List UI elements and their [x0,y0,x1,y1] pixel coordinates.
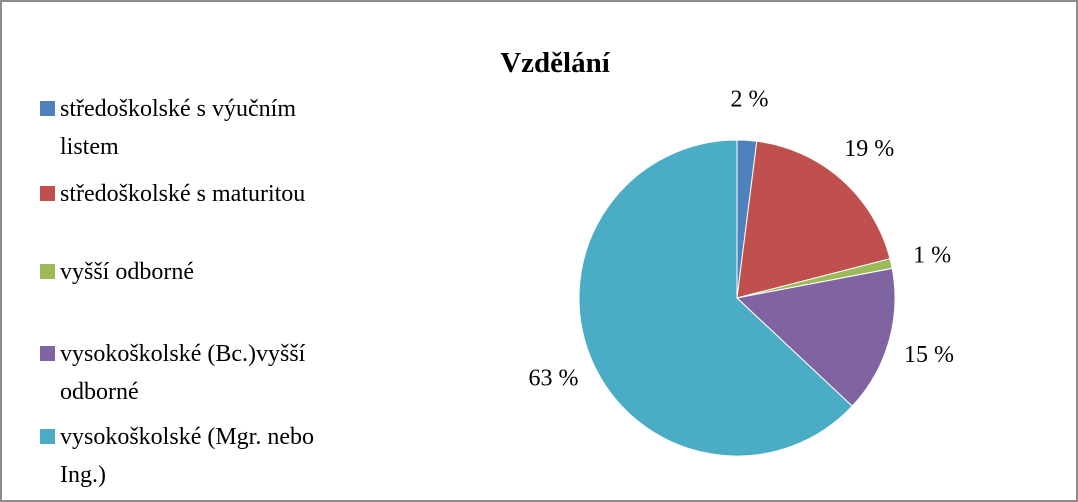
legend-entry: středoškolské s maturitou [40,175,360,213]
legend-entry: vysokoškolské (Bc.)vyšší odborné [40,335,360,411]
data-label: 19 % [844,136,894,162]
legend-entry: vysokoškolské (Mgr. nebo Ing.) [40,418,360,494]
pie-slice [578,139,853,457]
legend-swatch [40,346,55,361]
data-label: 1 % [913,242,951,268]
legend-label: středoškolské s výučním listem [60,96,296,160]
legend-swatch [40,186,55,201]
chart-title: Vzdělání [500,47,611,79]
legend-label: vysokoškolské (Bc.)vyšší odborné [60,341,306,405]
legend-entry: vyšší odborné [40,253,360,291]
data-label: 2 % [731,86,769,112]
legend-swatch [40,429,55,444]
data-label: 63 % [528,365,578,391]
legend-swatch [40,101,55,116]
pie-slice [736,140,891,299]
legend-entry: středoškolské s výučním listem [40,90,360,166]
pie-slice [735,267,896,407]
data-label: 15 % [904,342,954,368]
legend-swatch [40,264,55,279]
legend-label: vyšší odborné [60,259,194,285]
legend-label: vysokoškolské (Mgr. nebo Ing.) [60,424,314,488]
legend-label: středoškolské s maturitou [60,181,306,207]
